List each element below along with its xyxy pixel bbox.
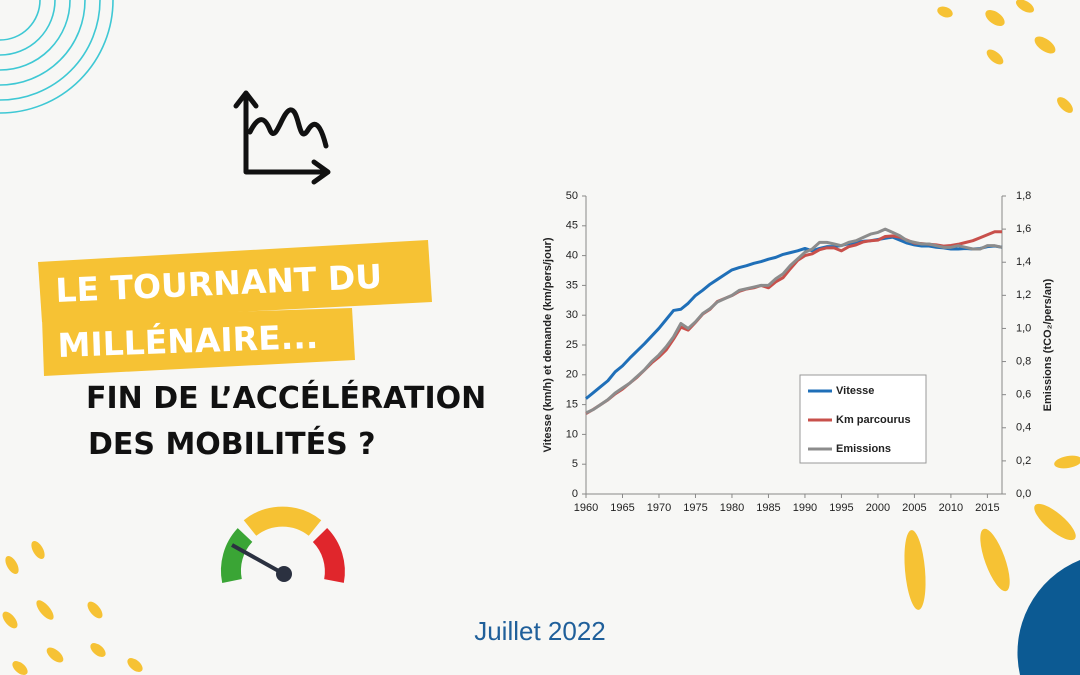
legend-label: Km parcourus [836,414,911,426]
y-tick-label: 50 [566,190,578,202]
gauge-hub [276,566,292,582]
blue-corner [1017,560,1080,675]
y2-tick-label: 1,0 [1016,322,1031,334]
series-line [585,227,1003,415]
x-tick-label: 1975 [683,502,707,514]
headline-box [42,308,355,376]
chart-icon [233,90,331,185]
y2-tick-label: 1,2 [1016,289,1031,301]
headline-text: FIN DE L’ACCÉLÉRATION [86,380,486,416]
x-tick-label: 1985 [756,502,780,514]
y-tick-label: 10 [566,428,578,440]
y2-tick-label: 0,4 [1016,422,1031,434]
x-tick-label: 1960 [574,502,598,514]
x-tick-label: 1995 [829,502,853,514]
y-tick-label: 15 [566,399,578,411]
chart: Vitesse (km/h) et demande (km/pers/jour)… [542,190,1054,514]
x-tick-label: 1990 [793,502,817,514]
y-tick-label: 5 [572,458,578,470]
series-line [585,235,1003,400]
y-axis-label: Vitesse (km/h) et demande (km/pers/jour) [542,237,554,452]
x-tick-label: 1970 [647,502,671,514]
x-tick-label: 2015 [975,502,999,514]
y-tick-label: 30 [566,309,578,321]
y2-tick-label: 0,6 [1016,389,1031,401]
legend-label: Vitesse [836,385,874,397]
headline-box [38,240,432,322]
gauge-needle [231,543,285,576]
y-tick-label: 25 [566,339,578,351]
y2-tick-label: 0,0 [1016,488,1031,500]
y-tick-label: 45 [566,220,578,232]
date: Juillet 2022 [474,616,606,646]
y-tick-label: 20 [566,369,578,381]
x-tick-label: 1980 [720,502,744,514]
headline-text: DES MOBILITÉS ? [88,426,376,462]
y2-axis-label: Emissions (tCO₂/pers/an) [1042,278,1054,411]
gauge [220,506,345,584]
y2-tick-label: 1,4 [1016,256,1031,268]
y2-tick-label: 0,8 [1016,355,1031,367]
y2-tick-label: 1,8 [1016,190,1031,202]
x-tick-label: 2000 [866,502,890,514]
x-tick-label: 2010 [939,502,963,514]
y2-tick-label: 1,6 [1016,223,1031,235]
legend-label: Emissions [836,443,891,455]
headline-box-text: MILLÉNAIRE... [57,316,319,365]
y2-tick-label: 0,2 [1016,455,1031,467]
y-tick-label: 35 [566,279,578,291]
x-tick-label: 2005 [902,502,926,514]
y-tick-label: 40 [566,250,578,262]
y-tick-label: 0 [572,488,578,500]
x-tick-label: 1965 [610,502,634,514]
